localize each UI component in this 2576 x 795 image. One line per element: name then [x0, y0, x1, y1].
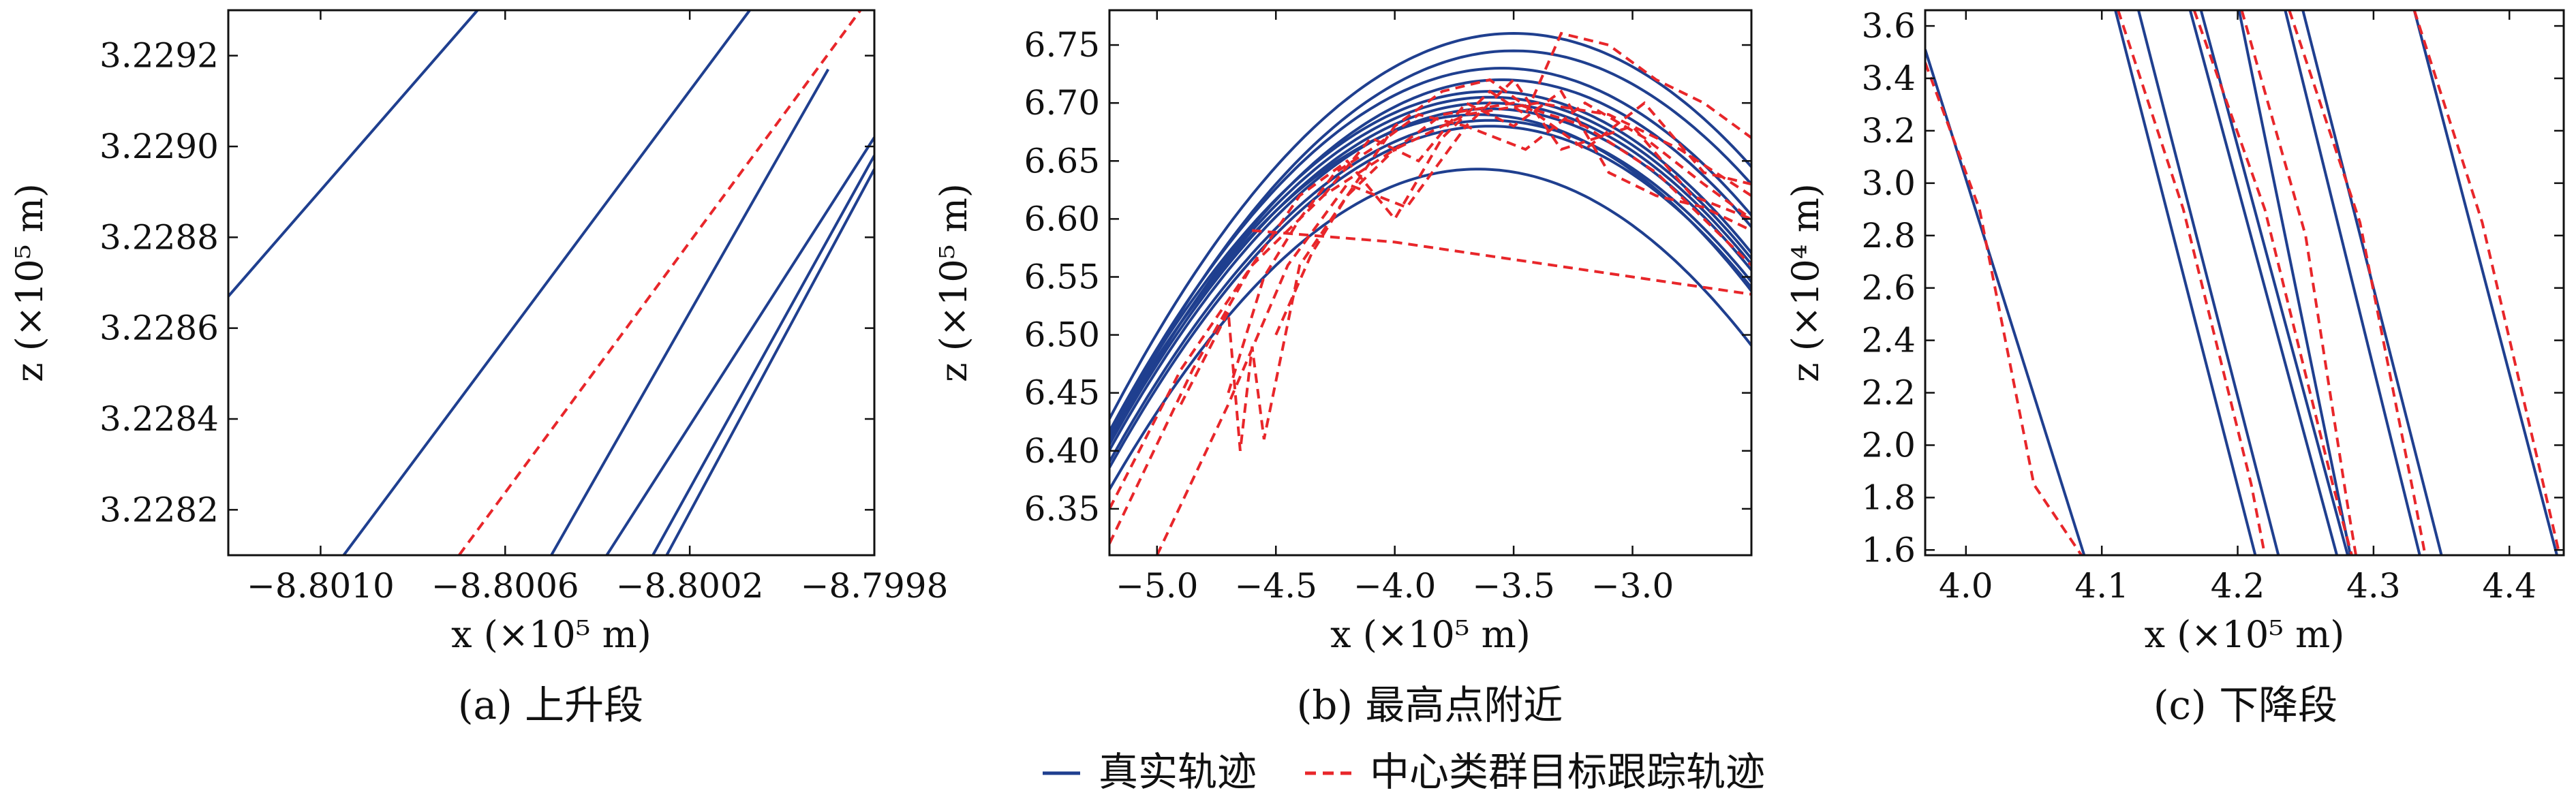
center-track-line-12 — [2192, 10, 2353, 555]
true-track-line-12 — [1109, 168, 1751, 490]
x-tick-label: 4.1 — [2074, 566, 2129, 606]
x-tick-label: −5.0 — [1116, 566, 1198, 606]
x-tick-label: −4.0 — [1353, 566, 1436, 606]
x-tick-label: −8.7998 — [801, 566, 949, 606]
true-track-line-4 — [2188, 10, 2339, 555]
x-tick-label: −3.0 — [1591, 566, 1674, 606]
x-tick-label: −8.8002 — [616, 566, 764, 606]
axes-frame — [227, 9, 876, 557]
y-tick-label: 3.2290 — [99, 127, 219, 166]
plot-area — [1109, 31, 1751, 555]
panel-c: 4.0 4.1 4.2 4.3 4.4 1.6 1.8 2.0 2.2 2.4 2.6 2.8 3.0 3… — [1784, 6, 2565, 728]
y-tick-label: 3.4 — [1861, 59, 1916, 98]
true-track-line-1 — [1109, 31, 1751, 420]
y-tick-label: 3.6 — [1861, 6, 1916, 46]
center-track-line-5 — [1227, 78, 1751, 394]
center-track-line-13 — [2240, 10, 2357, 555]
true-track-line-9 — [2412, 10, 2558, 555]
true-track-line-3 — [1109, 67, 1751, 432]
center-track-line-10 — [1925, 62, 2083, 555]
center-track-line-15 — [2412, 10, 2561, 555]
x-tick-label: −8.8006 — [431, 566, 579, 606]
center-track-line-4 — [1179, 102, 1751, 452]
x-tick-label: 4.4 — [2482, 566, 2536, 606]
center-track-line-14 — [2288, 10, 2427, 555]
true-track-line-5 — [651, 155, 874, 555]
legend-true-label: 真实轨迹 — [1099, 749, 1257, 795]
panel-caption: (c) 下降段 — [2153, 682, 2337, 728]
true-track-line-7 — [1109, 102, 1751, 446]
true-track-line-6 — [2237, 10, 2352, 555]
center-track-line-7 — [1252, 229, 1751, 296]
panel-caption: (b) 最高点附近 — [1297, 682, 1563, 728]
y-tick-label: 3.2282 — [99, 490, 219, 529]
y-tick-label: 6.35 — [1024, 489, 1100, 529]
true-track-line-5 — [1109, 90, 1751, 434]
true-track-line-11 — [1109, 125, 1751, 469]
true-track-line-1 — [228, 10, 479, 298]
plot-area — [1925, 10, 2561, 555]
true-track-line-3 — [550, 68, 830, 555]
true-track-line-2 — [2114, 10, 2257, 555]
center-track-line-2 — [1109, 31, 1751, 544]
true-track-line-1 — [1925, 49, 2086, 555]
x-axis-label: x (×10⁵ m) — [451, 613, 651, 656]
x-tick-label: 4.0 — [1939, 566, 1993, 606]
center-track-line-11 — [2117, 10, 2267, 555]
y-tick-label: 3.2292 — [99, 36, 219, 76]
y-tick-label: 3.2288 — [99, 217, 219, 257]
true-track-line-6 — [1109, 95, 1751, 439]
y-axis-label: z (×10⁴ m) — [1784, 183, 1827, 382]
y-tick-label: 2.0 — [1861, 425, 1916, 465]
true-track-line-7 — [2284, 10, 2421, 555]
y-tick-label: 1.6 — [1861, 530, 1916, 570]
y-tick-label: 6.65 — [1024, 141, 1100, 181]
center-track-line-8 — [1322, 89, 1751, 232]
plot-area — [228, 10, 874, 555]
x-tick-label: 4.3 — [2346, 566, 2401, 606]
true-track-line-9 — [1109, 113, 1751, 436]
true-track-line-4 — [605, 136, 874, 555]
center-track-line-1 — [1109, 102, 1751, 510]
center-track-line-6 — [1274, 78, 1751, 336]
x-tick-label: −3.5 — [1472, 566, 1554, 606]
y-tick-label: 2.2 — [1861, 373, 1916, 413]
y-tick-label: 6.45 — [1024, 373, 1100, 413]
y-tick-label: 3.2286 — [99, 309, 219, 348]
center-track-line-7 — [457, 10, 862, 555]
y-tick-label: 1.8 — [1861, 478, 1916, 517]
axes-frame — [1108, 9, 1753, 557]
axes-frame — [1924, 9, 2565, 557]
true-track-line-2 — [342, 10, 751, 555]
y-tick-label: 2.4 — [1861, 321, 1916, 360]
legend-center-label: 中心类群目标跟踪轨迹 — [1370, 749, 1765, 795]
y-tick-label: 2.8 — [1861, 216, 1916, 255]
x-tick-label: 4.2 — [2211, 566, 2265, 606]
true-track-line-6 — [665, 168, 874, 555]
x-tick-label: −8.8010 — [247, 566, 395, 606]
x-axis-label: x (×10⁵ m) — [1330, 613, 1531, 656]
y-tick-label: 6.50 — [1024, 315, 1100, 355]
y-tick-label: 6.70 — [1024, 83, 1100, 123]
y-tick-label: 6.60 — [1024, 199, 1100, 238]
x-tick-label: −4.5 — [1235, 566, 1317, 606]
panel-caption: (a) 上升段 — [458, 682, 643, 728]
y-tick-label: 3.0 — [1861, 163, 1916, 203]
y-tick-label: 6.40 — [1024, 431, 1100, 471]
y-axis-label: z (×10⁵ m) — [932, 183, 975, 382]
legend: 真实轨迹 中心类群目标跟踪轨迹 — [1043, 749, 1765, 795]
panel-b: −5.0 −4.5 −4.0 −3.5 −3.0 6.35 6.40 6.45 6.50 6.55… — [932, 9, 1753, 728]
true-track-line-10 — [1109, 119, 1751, 463]
y-tick-label: 6.55 — [1024, 257, 1100, 296]
y-tick-label: 2.6 — [1861, 268, 1916, 308]
panel-a: −8.8010 −8.8006 −8.8002 −8.7998 3.2282 3.2284… — [8, 9, 949, 728]
y-tick-label: 3.2284 — [99, 399, 219, 439]
y-tick-label: 6.75 — [1024, 25, 1100, 65]
x-axis-label: x (×10⁵ m) — [2145, 613, 2345, 656]
y-axis-label: z (×10⁵ m) — [8, 183, 51, 382]
true-track-line-3 — [2137, 10, 2280, 555]
y-tick-label: 3.2 — [1861, 111, 1916, 151]
